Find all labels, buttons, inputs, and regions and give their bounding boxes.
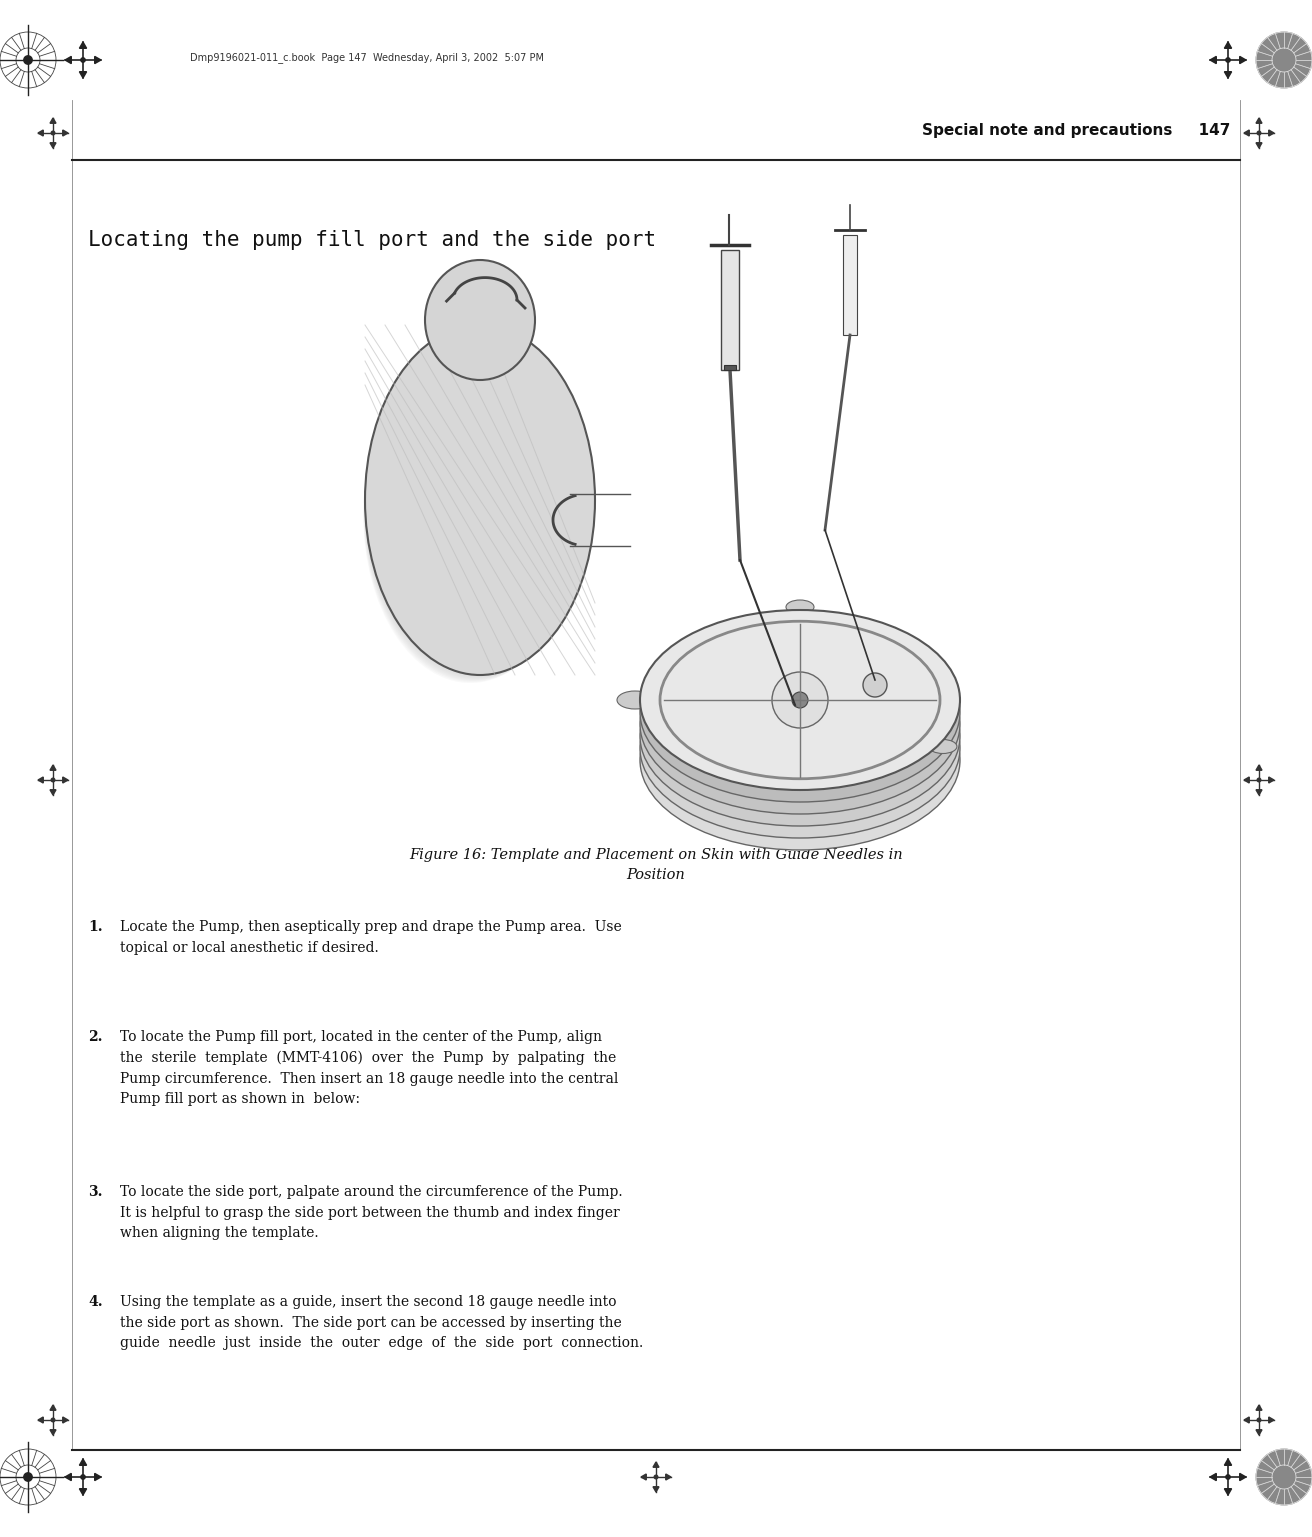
Text: To locate the Pump fill port, located in the center of the Pump, align
the  ster: To locate the Pump fill port, located in… [119,1030,618,1107]
Polygon shape [1256,790,1262,795]
Text: 2.: 2. [88,1030,102,1044]
Circle shape [81,58,85,61]
Circle shape [1256,32,1312,88]
Ellipse shape [365,327,593,676]
Circle shape [1257,131,1261,135]
Polygon shape [1269,1417,1274,1423]
Text: Locate the Pump, then aseptically prep and drape the Pump area.  Use
topical or : Locate the Pump, then aseptically prep a… [119,921,622,954]
Circle shape [1256,1449,1312,1505]
Polygon shape [642,1474,647,1480]
Circle shape [771,672,828,729]
Ellipse shape [929,739,956,753]
Polygon shape [1240,1474,1246,1480]
Polygon shape [653,1462,659,1468]
Ellipse shape [640,670,960,850]
Polygon shape [38,778,43,782]
FancyBboxPatch shape [722,251,739,370]
Ellipse shape [640,633,960,815]
Polygon shape [1256,765,1262,770]
Text: 4.: 4. [88,1296,102,1310]
Text: Special note and precautions     147: Special note and precautions 147 [921,123,1231,137]
Ellipse shape [786,599,813,613]
Polygon shape [50,143,56,148]
Polygon shape [1224,41,1232,48]
Ellipse shape [365,330,590,676]
Polygon shape [80,1489,87,1496]
Polygon shape [1244,778,1249,782]
Polygon shape [1256,1429,1262,1436]
Polygon shape [1224,1489,1232,1496]
Ellipse shape [365,324,596,675]
Text: To locate the side port, palpate around the circumference of the Pump.
It is hel: To locate the side port, palpate around … [119,1185,623,1240]
Polygon shape [80,41,87,48]
Polygon shape [1256,1405,1262,1411]
Ellipse shape [640,622,960,802]
Polygon shape [1224,1459,1232,1465]
FancyBboxPatch shape [724,364,736,370]
Polygon shape [63,778,68,782]
Circle shape [655,1476,657,1479]
Polygon shape [1244,131,1249,135]
Ellipse shape [365,334,588,678]
Circle shape [1225,1476,1231,1479]
Text: 1.: 1. [88,921,102,934]
Circle shape [51,1419,55,1422]
Polygon shape [94,1474,101,1480]
Circle shape [51,778,55,782]
Polygon shape [50,1405,56,1411]
Polygon shape [653,1486,659,1492]
Circle shape [1257,1419,1261,1422]
Ellipse shape [363,346,580,682]
Polygon shape [66,1474,71,1480]
Circle shape [81,1476,85,1479]
Polygon shape [1269,778,1274,782]
Polygon shape [1256,118,1262,123]
Polygon shape [38,131,43,135]
Polygon shape [1244,1417,1249,1423]
Polygon shape [50,1429,56,1436]
Circle shape [1225,58,1231,61]
Ellipse shape [365,337,586,679]
Polygon shape [1269,131,1274,135]
Text: Position: Position [627,868,685,882]
Ellipse shape [640,658,960,838]
Polygon shape [1210,57,1216,63]
Circle shape [792,692,808,709]
Circle shape [24,1472,33,1482]
Text: 3.: 3. [88,1185,102,1199]
Ellipse shape [640,610,960,790]
Polygon shape [665,1474,670,1480]
Polygon shape [80,1459,87,1465]
Ellipse shape [617,692,653,709]
Ellipse shape [363,343,581,681]
FancyBboxPatch shape [844,235,857,335]
Polygon shape [80,72,87,78]
Circle shape [24,55,33,65]
Polygon shape [1240,57,1246,63]
Polygon shape [1256,143,1262,148]
Ellipse shape [425,260,535,380]
Circle shape [863,673,887,696]
Ellipse shape [363,340,584,679]
Circle shape [1257,778,1261,782]
Polygon shape [50,765,56,770]
Text: Figure 16: Template and Placement on Skin with Guide Needles in: Figure 16: Template and Placement on Ski… [409,848,903,862]
Polygon shape [94,57,101,63]
Polygon shape [38,1417,43,1423]
Polygon shape [1224,72,1232,78]
Polygon shape [50,118,56,123]
Circle shape [51,131,55,135]
Polygon shape [63,131,68,135]
Polygon shape [63,1417,68,1423]
Ellipse shape [363,349,577,682]
Ellipse shape [640,646,960,825]
Text: Using the template as a guide, insert the second 18 gauge needle into
the side p: Using the template as a guide, insert th… [119,1296,643,1349]
Polygon shape [66,57,71,63]
Text: Dmp9196021-011_c.book  Page 147  Wednesday, April 3, 2002  5:07 PM: Dmp9196021-011_c.book Page 147 Wednesday… [190,52,544,63]
Polygon shape [1210,1474,1216,1480]
Polygon shape [50,790,56,795]
Text: Locating the pump fill port and the side port: Locating the pump fill port and the side… [88,231,656,251]
